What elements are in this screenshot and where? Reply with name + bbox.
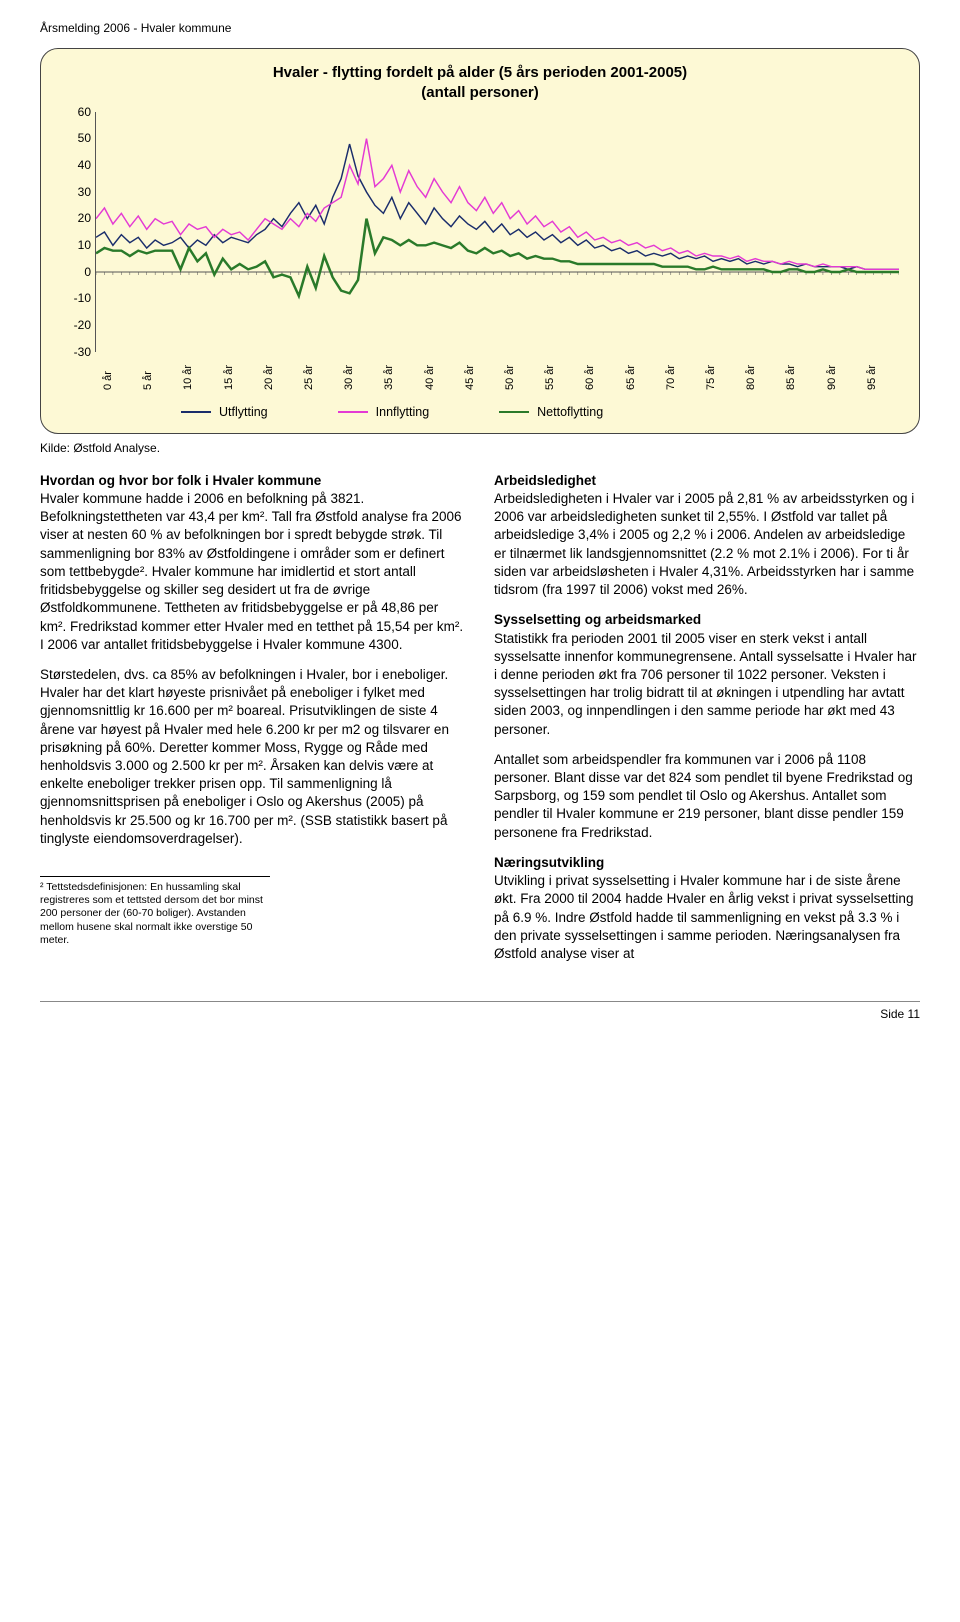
y-axis: 6050403020100-10-20-30: [61, 112, 95, 352]
paragraph: Statistikk fra perioden 2001 til 2005 vi…: [494, 631, 916, 737]
section-heading: Sysselsetting og arbeidsmarkedStatistikk…: [494, 611, 920, 739]
paragraph: Antallet som arbeidspendler fra kommunen…: [494, 751, 920, 842]
page-number: Side 11: [880, 1006, 920, 1022]
migration-chart: Hvaler - flytting fordelt på alder (5 år…: [40, 48, 920, 433]
x-axis: 0 år5 år10 år15 år20 år25 år30 år35 år40…: [95, 352, 899, 394]
legend-item: Utflytting: [181, 404, 268, 421]
chart-source: Kilde: Østfold Analyse.: [40, 440, 920, 456]
plot-area: [95, 112, 899, 352]
paragraph: Utvikling i privat sysselsetting i Hvale…: [494, 873, 913, 961]
footnote: ² Tettstedsdefinisjonen: En hussamling s…: [40, 876, 270, 947]
chart-title: Hvaler - flytting fordelt på alder (5 år…: [61, 63, 899, 104]
section-heading: NæringsutviklingUtvikling i privat sysse…: [494, 854, 920, 963]
paragraph: Arbeidsledigheten i Hvaler var i 2005 på…: [494, 491, 914, 597]
right-column: ArbeidsledighetArbeidsledigheten i Hvale…: [494, 472, 920, 975]
page-footer: Side 11: [40, 1001, 920, 1022]
page-header: Årsmelding 2006 - Hvaler kommune: [40, 20, 920, 36]
legend-item: Nettoflytting: [499, 404, 603, 421]
legend-item: Innflytting: [338, 404, 430, 421]
section-heading: ArbeidsledighetArbeidsledigheten i Hvale…: [494, 472, 920, 600]
body-columns: Hvordan og hvor bor folk i Hvaler kommun…: [40, 472, 920, 975]
left-column: Hvordan og hvor bor folk i Hvaler kommun…: [40, 472, 466, 975]
paragraph: Størstedelen, dvs. ca 85% av befolkninge…: [40, 666, 466, 848]
section-heading: Hvordan og hvor bor folk i Hvaler kommun…: [40, 472, 466, 654]
paragraph: Hvaler kommune hadde i 2006 en befolknin…: [40, 491, 463, 652]
chart-legend: Utflytting Innflytting Nettoflytting: [181, 404, 899, 421]
